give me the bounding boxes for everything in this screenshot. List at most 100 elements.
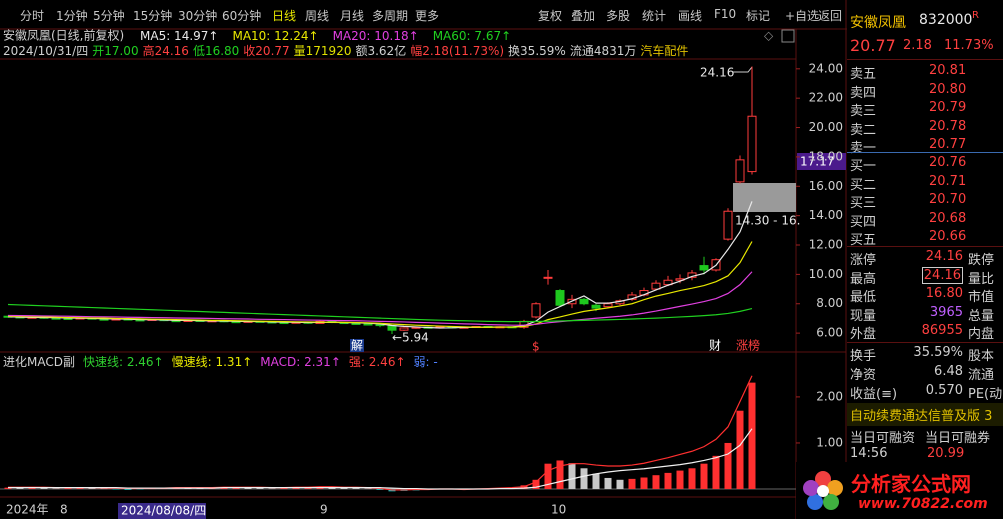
ma-label: MA10: 12.24↑ [232, 29, 318, 43]
y-tick-label: 10.00 [809, 267, 843, 281]
toolbar-tab[interactable]: 5分钟 [93, 9, 125, 23]
candle-body [603, 303, 613, 308]
toolbar-tab[interactable]: 日线 [272, 9, 297, 23]
toolbar-button[interactable]: 标记 [746, 9, 771, 23]
icon[interactable] [781, 29, 795, 43]
toolbar-button[interactable]: +自选 [785, 9, 820, 23]
macd-item: 慢速线: 1.31↑ [172, 355, 253, 369]
toolbar-button[interactable]: F10 [714, 7, 737, 21]
macd-bar [748, 382, 756, 490]
stat-value: 35.59% [913, 345, 963, 360]
toolbar-tab[interactable]: 月线 [340, 9, 365, 23]
ask-label: 卖四 [850, 85, 877, 101]
toolbar-button[interactable]: 返回 [818, 9, 843, 23]
sep [847, 342, 1003, 343]
stat-label: 现量 [850, 308, 877, 324]
toolbar-tab[interactable]: 分时 [20, 9, 45, 23]
stat-value: 24.16 [921, 266, 963, 284]
macd-bar [340, 487, 348, 490]
toolbar-tab[interactable]: 周线 [305, 9, 330, 23]
ask-label: 卖一 [850, 141, 877, 156]
cursor-date-box [118, 503, 206, 519]
macd-bar [628, 478, 636, 490]
logo [803, 471, 843, 510]
change: 2.18 [903, 38, 932, 53]
macd-bar [544, 463, 552, 490]
stat-label: 市值 [968, 290, 995, 305]
pct: 11.73% [944, 38, 994, 53]
macd-bar [16, 488, 24, 490]
macd-bar [28, 487, 36, 490]
macd-bar [652, 475, 660, 490]
candle-body [699, 265, 709, 271]
stat-value: 86955 [921, 323, 963, 338]
ask-price: 20.77 [929, 137, 967, 152]
info-item: 量171920 [294, 44, 352, 58]
y-tick-label: 16.00 [809, 179, 843, 193]
toolbar-tab[interactable]: 1分钟 [56, 9, 88, 23]
y-tick-label: 6.00 [816, 326, 843, 340]
candle-body [735, 159, 745, 183]
toolbar-tab[interactable]: 多周期 [372, 9, 409, 23]
ask-label: 卖五 [850, 67, 877, 82]
macd-item: 强: 2.46↑ [349, 355, 406, 369]
chart: ◇ 安徽凤凰(日线,前复权) 14.30 - 16. 17.17 24.16 ←… [0, 0, 847, 519]
info-item: 汽车配件 [640, 43, 688, 58]
banner[interactable]: 自动续费通达信普及版 3 [847, 403, 1003, 426]
macd-bar [616, 479, 624, 490]
info-row: 2024/10/31/四 开17.00 高24.16 低16.80 收20.77 量171… [3, 43, 688, 58]
candles [3, 66, 757, 334]
icon[interactable]: ◇ [764, 29, 774, 43]
stat-label: 最高 [850, 271, 877, 287]
flag: R [972, 10, 979, 21]
date-label: 9 [320, 503, 328, 517]
macd-line [8, 428, 753, 490]
sep [847, 246, 1003, 247]
macd-bar [244, 487, 252, 490]
low-label: ←5.94 [392, 331, 429, 345]
macd-bar [280, 488, 288, 490]
bid-price: 20.66 [929, 229, 967, 244]
tick-time: 14:56 [850, 446, 888, 461]
bid-price: 20.71 [929, 173, 967, 189]
macd-item: 快速线: 2.46↑ [83, 355, 164, 369]
candle-body [399, 327, 409, 331]
y-tick-label: 14.00 [809, 208, 843, 222]
ma-line [7, 303, 753, 323]
macd-bar [220, 487, 228, 490]
ma-label: MA60: 7.67↑ [433, 29, 511, 43]
macd-bar [4, 487, 12, 490]
stock-name: 安徽凤凰 [850, 15, 906, 31]
macd-bar [124, 489, 132, 490]
stat-label: 外盘 [850, 327, 877, 342]
ma-legend: MA5: 14.97↑ MA10: 12.24↑ MA20: 10.18↑ MA60:… [140, 29, 511, 43]
macd-bar [364, 488, 372, 490]
stat-label: 最低 [850, 290, 877, 305]
bid-label: 买五 [850, 233, 877, 248]
macd-bar [568, 463, 576, 490]
toolbar-tab[interactable]: 60分钟 [222, 9, 262, 23]
quote-panel: 安徽凤凰 832000 R 20.77 2.18 11.73% 卖五 20.81 卖四 20.80… [847, 0, 1003, 519]
ask-label: 卖三 [850, 104, 877, 119]
ask-label: 卖二 [850, 122, 877, 138]
toolbar-button[interactable]: 画线 [678, 9, 703, 23]
cursor-price: 17.17 [800, 155, 834, 169]
toolbar-tab[interactable]: 更多 [415, 9, 440, 23]
stat-label: 量比 [968, 271, 995, 287]
macd-item: 弱: - [414, 355, 438, 369]
ask-price: 20.81 [929, 63, 967, 78]
toolbar-button[interactable]: 复权 [538, 9, 563, 23]
toolbar-tab[interactable]: 15分钟 [133, 9, 173, 23]
date-label: 2024年 [6, 503, 49, 517]
candle-body [651, 282, 661, 290]
toolbar-button[interactable]: 叠加 [571, 9, 596, 23]
macd-line [8, 375, 753, 491]
tick-price: 20.99 [927, 446, 965, 461]
toolbar-tab[interactable]: 30分钟 [178, 9, 218, 23]
toolbar-button[interactable]: 多股 [606, 9, 631, 23]
toolbar-button[interactable]: 统计 [642, 9, 667, 23]
candle-body [363, 323, 373, 326]
stat-label: 跌停 [968, 253, 995, 268]
stat-value: 0.570 [925, 383, 963, 398]
candle-body [747, 115, 757, 173]
